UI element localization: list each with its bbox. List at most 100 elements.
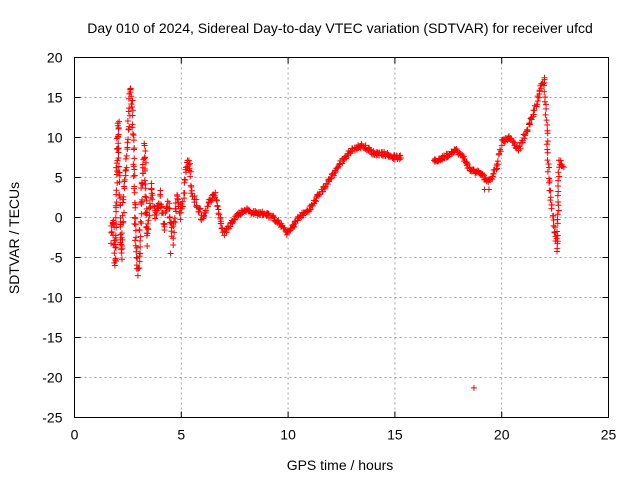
data-point [494, 158, 501, 165]
data-point [119, 256, 126, 263]
data-point [121, 183, 128, 190]
data-point [117, 231, 124, 238]
data-point [396, 156, 403, 163]
data-point [163, 203, 170, 210]
data-point [137, 233, 144, 240]
data-point [187, 182, 194, 189]
data-point [215, 211, 222, 218]
data-point [137, 243, 144, 250]
data-point [129, 131, 136, 138]
data-point [146, 205, 153, 212]
data-point [131, 145, 138, 152]
data-point [556, 173, 563, 180]
data-point [188, 190, 195, 197]
data-point [307, 206, 314, 213]
data-point [524, 126, 531, 133]
data-point [117, 202, 124, 209]
data-point [546, 164, 553, 171]
data-point [173, 208, 180, 215]
data-point [546, 179, 553, 186]
data-point [128, 101, 135, 107]
data-point [142, 167, 149, 174]
y-tick-label: -5 [50, 250, 63, 266]
data-point [113, 244, 119, 251]
data-point [126, 105, 133, 112]
data-point [133, 254, 140, 261]
x-tick-label: 20 [494, 427, 510, 443]
data-point [143, 211, 150, 218]
data-point [117, 223, 124, 230]
data-point [142, 185, 149, 192]
data-point [127, 89, 134, 96]
data-point [131, 183, 138, 190]
data-point [122, 155, 129, 162]
data-point [117, 195, 124, 202]
data-point [170, 242, 177, 249]
data-point [193, 203, 200, 210]
data-point [547, 187, 554, 194]
data-point [116, 179, 123, 186]
data-point [145, 217, 152, 224]
data-point [138, 199, 145, 206]
data-point [541, 82, 548, 89]
data-point [552, 224, 559, 231]
y-tick-label: 10 [47, 130, 63, 146]
data-point [550, 222, 557, 229]
data-point [555, 188, 562, 195]
data-point [130, 173, 137, 180]
data-point [118, 241, 125, 248]
x-tick-label: 10 [280, 427, 296, 443]
x-tick-label: 5 [177, 427, 185, 443]
data-point [113, 208, 120, 215]
data-point [553, 235, 560, 242]
data-point [142, 159, 149, 166]
y-tick-label: 5 [55, 170, 63, 186]
data-point [172, 219, 179, 226]
data-point [204, 203, 211, 210]
data-point [149, 192, 156, 199]
data-point [187, 168, 194, 175]
data-point [557, 157, 564, 164]
data-point [554, 248, 561, 255]
x-tick-label: 15 [387, 427, 403, 443]
data-point [142, 193, 149, 200]
data-point [133, 244, 140, 251]
data-point [113, 164, 120, 171]
data-point [129, 112, 136, 119]
data-point [460, 154, 467, 161]
data-point [544, 157, 551, 164]
data-point [143, 194, 150, 201]
data-point [134, 265, 141, 272]
data-point [138, 210, 145, 217]
data-point [119, 212, 126, 219]
data-point [125, 136, 132, 143]
data-point [312, 197, 319, 204]
data-point [327, 175, 334, 182]
data-point [185, 161, 192, 168]
data-point [168, 228, 175, 235]
data-point [555, 177, 562, 184]
y-tick-labels: -25 -20 -15 -10 -5 0 5 10 15 20 [42, 50, 62, 426]
data-point [141, 154, 148, 161]
data-point [116, 118, 123, 125]
data-point [111, 262, 118, 269]
data-point [386, 154, 393, 161]
data-point [128, 93, 135, 100]
data-point [112, 255, 119, 262]
data-point [193, 196, 200, 203]
data-point [512, 139, 519, 146]
data-point [172, 199, 179, 206]
data-point [130, 137, 137, 144]
data-point [131, 220, 138, 227]
data-point [131, 155, 138, 162]
y-tick-label: -15 [42, 330, 62, 346]
data-point [132, 215, 139, 222]
data-point [186, 160, 193, 167]
data-point [161, 220, 168, 227]
axis-ticks [74, 57, 609, 418]
data-point [347, 148, 354, 155]
data-point [334, 165, 341, 172]
data-point [119, 199, 126, 206]
data-point [218, 220, 225, 227]
data-point [536, 88, 543, 95]
